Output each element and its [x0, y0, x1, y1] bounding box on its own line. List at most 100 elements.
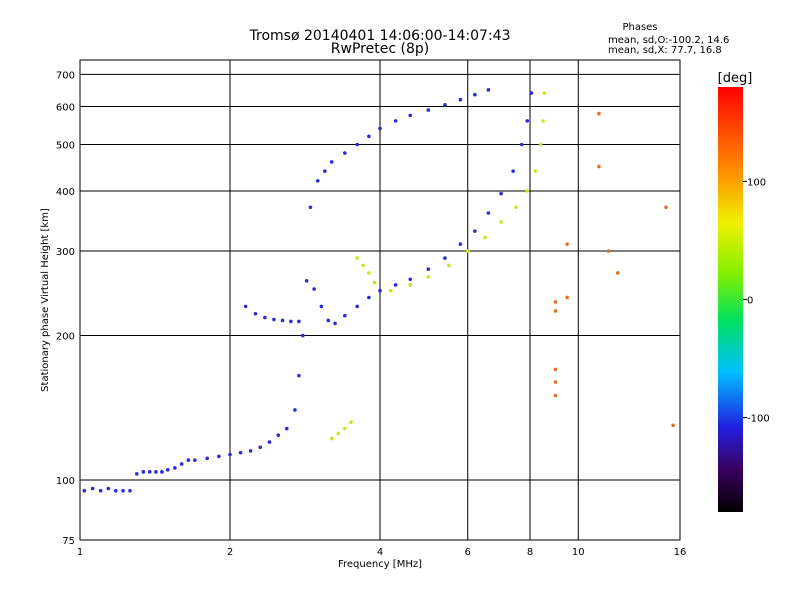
data-point: [499, 191, 503, 196]
data-point: [361, 263, 365, 268]
y-tick-label: 300: [56, 247, 75, 258]
y-tick-label: 600: [56, 103, 75, 114]
data-point: [238, 450, 243, 455]
data-point: [486, 211, 491, 215]
data-point: [349, 420, 353, 424]
y-tick-label: 700: [56, 70, 75, 81]
data-point: [343, 426, 347, 431]
data-point: [465, 249, 470, 253]
chart-subtitle: RwPretec (8p): [331, 41, 429, 57]
data-point: [179, 462, 184, 466]
data-point: [426, 275, 431, 279]
data-point: [160, 470, 164, 474]
data-point: [393, 119, 398, 123]
data-point: [248, 449, 253, 453]
data-point: [378, 288, 382, 293]
data-point: [128, 488, 132, 493]
colorbar-tick-label: -100: [747, 414, 770, 425]
data-point: [114, 488, 118, 493]
echo-points: [82, 88, 675, 493]
data-point: [82, 488, 87, 493]
data-point: [533, 169, 538, 173]
data-point: [329, 160, 334, 164]
data-point: [323, 169, 327, 173]
data-point: [553, 393, 558, 398]
x-tick-label: 10: [572, 547, 585, 558]
x-tick-label: 16: [674, 547, 687, 558]
y-tick-label: 500: [56, 141, 75, 152]
data-point: [253, 311, 258, 316]
data-point: [193, 458, 197, 462]
y-tick-label: 75: [62, 536, 75, 547]
series-o-mode-e-trace: [82, 205, 313, 493]
data-point: [378, 126, 382, 131]
data-point: [308, 205, 313, 210]
data-point: [355, 304, 359, 309]
data-point: [243, 304, 248, 309]
x-tick-label: 2: [227, 547, 233, 558]
data-point: [297, 373, 301, 378]
data-point: [98, 488, 103, 493]
data-point: [205, 456, 209, 461]
data-point: [393, 283, 398, 287]
data-point: [312, 287, 316, 291]
y-axis-ticks: 75 100 200 300 400 500 600 700: [56, 70, 75, 547]
data-point: [355, 142, 359, 147]
y-axis-label: Stationary phase Virtual Height [km]: [40, 208, 51, 392]
data-point: [217, 454, 221, 459]
data-point: [276, 433, 281, 437]
data-point: [514, 205, 518, 210]
data-point: [289, 319, 293, 324]
data-point: [280, 318, 285, 323]
data-point: [473, 229, 477, 233]
data-point: [408, 113, 413, 118]
x-axis-label: Frequency [MHz]: [338, 559, 422, 570]
data-point: [355, 256, 359, 260]
data-point: [263, 315, 267, 320]
y-tick-label: 200: [56, 332, 75, 343]
data-point: [553, 367, 558, 372]
data-point: [258, 445, 263, 450]
data-point: [173, 466, 177, 470]
y-tick-label: 100: [56, 476, 75, 487]
data-point: [525, 119, 530, 123]
grid-lines: [80, 60, 680, 540]
data-point: [293, 408, 297, 412]
data-point: [367, 295, 371, 300]
data-point: [483, 235, 487, 240]
data-point: [90, 486, 95, 491]
data-point: [326, 318, 331, 323]
colorbar: [718, 87, 743, 512]
data-point: [671, 423, 675, 428]
data-point: [267, 440, 272, 444]
data-point: [297, 319, 301, 324]
data-point: [426, 108, 431, 112]
data-point: [664, 205, 668, 210]
data-point: [597, 164, 601, 169]
legend-xmode-stats: mean, sd,X: 77.7, 16.8: [608, 45, 722, 56]
series-o-mode-f-trace: [312, 91, 534, 326]
x-tick-label: 1: [77, 547, 83, 558]
data-point: [372, 280, 377, 285]
colorbar-tick-label: 0: [747, 296, 753, 307]
data-point: [538, 142, 543, 147]
legend-omode-stats: mean, sd,O:-100.2, 14.6: [608, 35, 729, 46]
data-point: [134, 472, 139, 476]
data-point: [304, 279, 309, 283]
data-point: [443, 256, 447, 260]
data-point: [519, 142, 524, 147]
data-point: [121, 488, 125, 493]
data-point: [147, 470, 152, 474]
data-point: [565, 242, 569, 246]
data-point: [511, 169, 515, 173]
data-point: [333, 321, 337, 326]
series-o-mode-sporadic-layer: [243, 304, 301, 324]
chart-title: Tromsø 20140401 14:06:00-14:07:43: [249, 28, 511, 44]
data-point: [228, 452, 232, 457]
series-o-mode-upper-trace: [315, 88, 491, 183]
data-point: [272, 317, 276, 322]
series-x-mode-f-trace: [355, 91, 547, 293]
series-scattered-echoes: [553, 111, 675, 428]
data-point: [499, 220, 503, 224]
